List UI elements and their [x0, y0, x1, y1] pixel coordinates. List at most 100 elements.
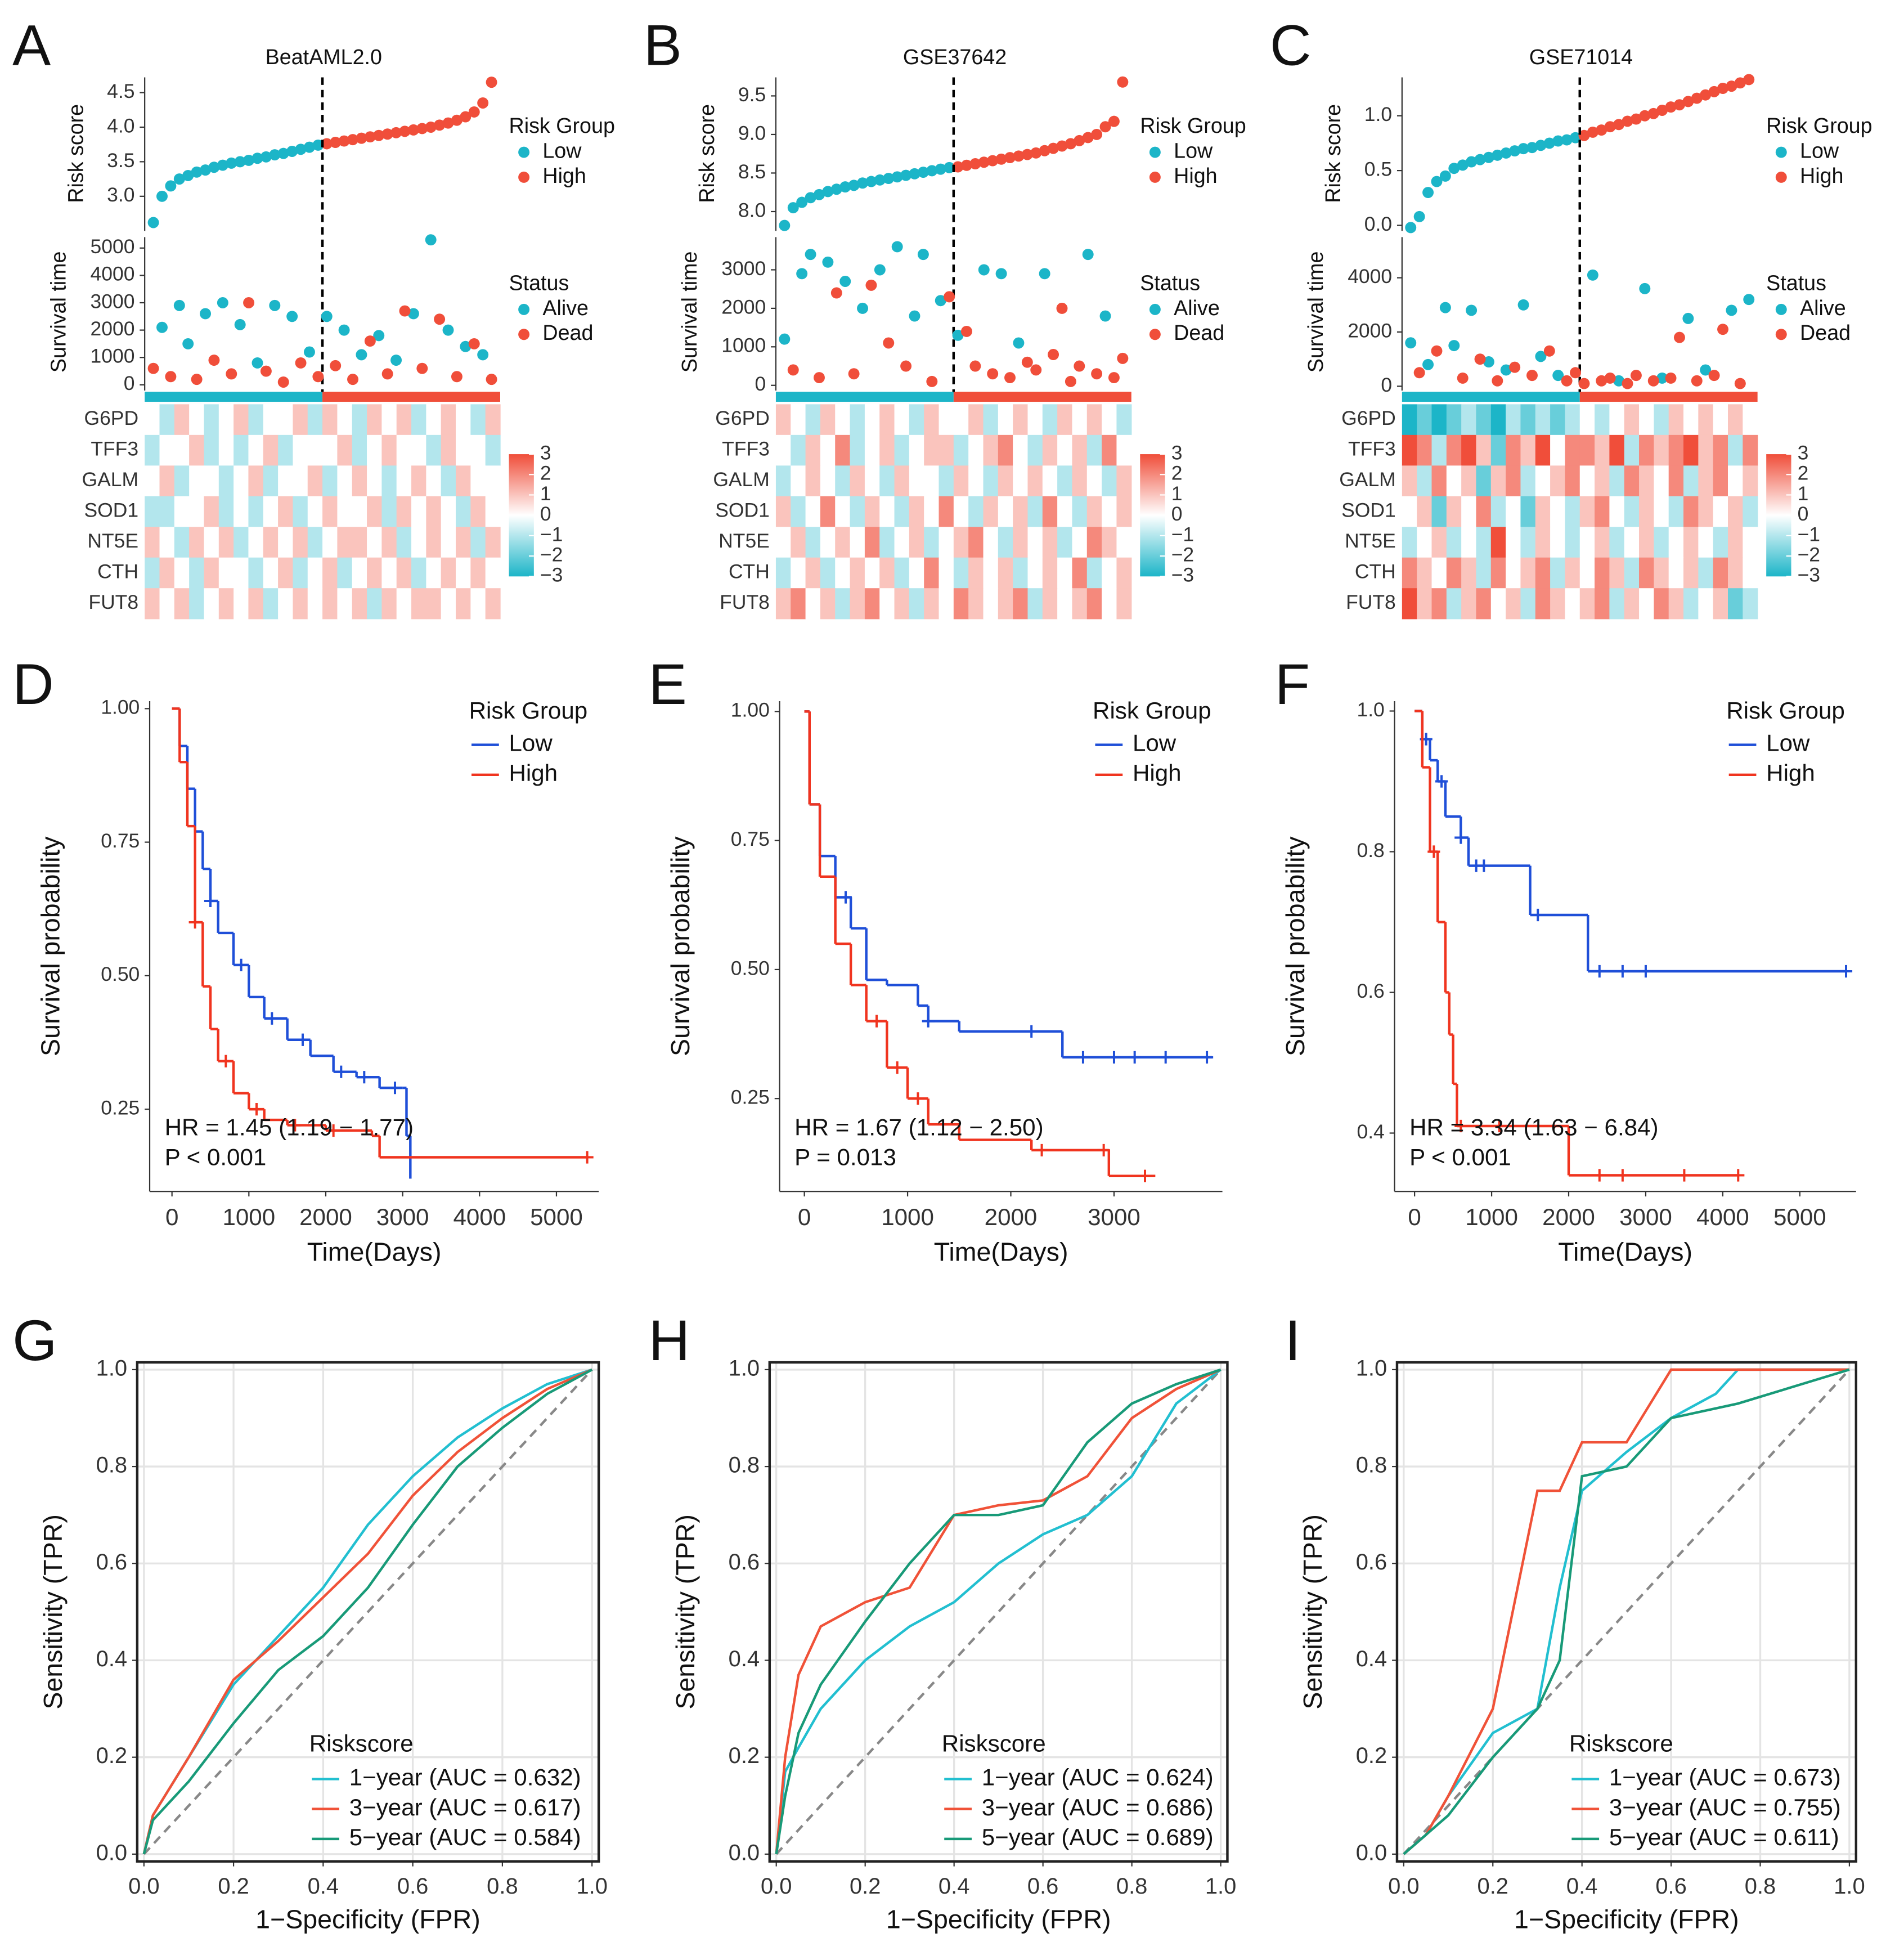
heat-cell: [337, 527, 353, 558]
status-point: [451, 371, 462, 383]
score-point: [1570, 132, 1582, 143]
heat-cell: [1506, 588, 1521, 620]
censor-mark: [1639, 965, 1653, 978]
status-point: [1743, 294, 1755, 306]
heat-cell: [204, 496, 219, 527]
heat-cell: [1520, 527, 1536, 558]
censor-mark: [1616, 1169, 1629, 1182]
heat-cell: [998, 527, 1013, 558]
legend-label: High: [1174, 164, 1217, 187]
y-tick-label: 3.0: [107, 183, 134, 206]
colorbar-label: 0: [1798, 503, 1809, 525]
score-point: [303, 141, 315, 153]
score-point: [425, 122, 437, 133]
x-tick-label: 3000: [376, 1204, 429, 1230]
x-tick-label: 1000: [881, 1204, 934, 1230]
legend-swatch: [518, 303, 530, 315]
heat-cell: [1728, 557, 1743, 589]
censor-mark: [839, 891, 852, 904]
chart-title: BeatAML2.0: [266, 45, 382, 69]
x-tick-label: 5000: [530, 1204, 583, 1230]
y-tick-label: 3.5: [107, 149, 134, 172]
heat-cell: [1476, 434, 1492, 466]
heat-cell: [775, 527, 791, 558]
y-tick-label: 0.0: [729, 1840, 760, 1865]
heat-cell: [456, 557, 472, 589]
heat-cell: [1565, 527, 1580, 558]
heat-cell: [1013, 404, 1029, 436]
heat-cell: [1476, 557, 1492, 589]
status-point: [1004, 372, 1016, 384]
score-point: [1030, 147, 1042, 159]
status-point: [1587, 269, 1598, 281]
heat-cell: [189, 465, 205, 497]
status-point: [200, 308, 212, 320]
legend-label: High: [542, 164, 586, 187]
heat-cell: [968, 465, 984, 497]
status-point: [1578, 378, 1590, 389]
legend-swatch: [1149, 303, 1161, 315]
heat-cell: [396, 465, 412, 497]
heat-cell: [1042, 465, 1058, 497]
status-point: [1622, 378, 1633, 389]
heat-cell: [1728, 404, 1743, 436]
heat-cell: [1461, 527, 1477, 558]
status-point: [1734, 378, 1746, 389]
panel-letter: C: [1270, 14, 1312, 78]
x-tick-label: 0: [798, 1204, 811, 1230]
heat-cell: [307, 434, 323, 466]
score-point: [1656, 105, 1668, 116]
status-point: [1570, 367, 1582, 379]
heat-cell: [938, 434, 954, 466]
heat-cell: [894, 588, 910, 620]
y-tick-label: 0.6: [1357, 980, 1384, 1002]
colorbar-label: −3: [1798, 564, 1820, 586]
y-tick-label: 0: [1381, 374, 1392, 396]
score-point: [883, 173, 895, 185]
status-point: [1474, 353, 1486, 365]
heat-cell: [1402, 404, 1417, 436]
heat-cell: [218, 588, 234, 620]
heat-cell: [998, 588, 1013, 620]
score-point: [243, 154, 255, 166]
status-point: [830, 287, 842, 299]
heat-cell: [1639, 496, 1655, 527]
heat-cell: [1490, 588, 1506, 620]
heat-cell: [307, 404, 323, 436]
legend-label: 5−year (AUC = 0.584): [349, 1824, 581, 1850]
y-axis-label: Sensitivity (TPR): [671, 1514, 700, 1710]
heat-cell: [953, 496, 969, 527]
colorbar-label: 1: [540, 482, 551, 505]
y-tick-label: 0.4: [1357, 1120, 1384, 1143]
legend-label: 3−year (AUC = 0.755): [1609, 1794, 1841, 1820]
roc-curve: [142, 1368, 593, 1855]
heat-cell: [263, 527, 279, 558]
censor-mark: [1454, 1119, 1467, 1133]
status-point: [987, 368, 999, 380]
heat-cell: [1027, 465, 1043, 497]
gene-label: FUT8: [1346, 591, 1396, 613]
heat-cell: [1431, 434, 1447, 466]
score-point: [1535, 140, 1547, 151]
heat-cell: [174, 434, 190, 466]
status-point: [1457, 372, 1469, 384]
heat-cell: [248, 557, 264, 589]
y-tick-label: 0.4: [729, 1647, 760, 1671]
heat-cell: [1461, 588, 1477, 620]
panel-letter: F: [1275, 652, 1310, 716]
score-point: [1509, 145, 1521, 157]
colorbar-label: −2: [540, 543, 563, 566]
heat-cell: [1683, 434, 1699, 466]
heat-cell: [322, 434, 338, 466]
heat-cell: [233, 434, 249, 466]
score-point: [1082, 132, 1094, 143]
status-point: [303, 346, 315, 358]
heat-cell: [1431, 404, 1447, 436]
score-point: [399, 125, 411, 137]
heat-cell: [1698, 404, 1714, 436]
heat-cell: [1417, 527, 1433, 558]
score-point: [1613, 119, 1625, 131]
status-point: [477, 349, 489, 361]
heat-cell: [1072, 404, 1088, 436]
